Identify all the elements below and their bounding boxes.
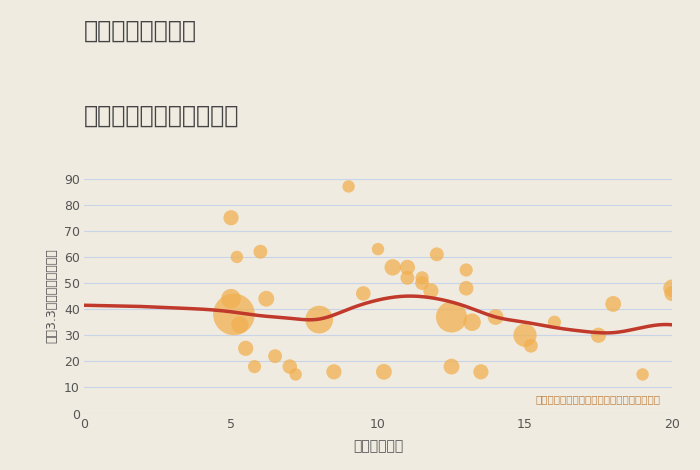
Point [378,368,389,376]
Point [372,245,384,253]
Point [240,345,251,352]
Point [525,342,536,350]
Point [549,319,560,326]
Point [225,214,237,221]
Point [228,311,239,318]
Point [284,363,295,370]
Point [466,319,477,326]
Point [593,331,604,339]
Point [475,368,486,376]
Point [461,266,472,274]
Text: 駅距離別中古戸建て価格: 駅距離別中古戸建て価格 [84,103,239,127]
Point [666,284,678,292]
Point [343,183,354,190]
Point [666,290,678,297]
Point [490,313,501,321]
Point [402,264,413,271]
Point [270,352,281,360]
Point [260,295,272,303]
Point [290,371,301,378]
Point [446,363,457,370]
Point [608,300,619,308]
Text: 円の大きさは、取引のあった物件面積を示す: 円の大きさは、取引のあった物件面積を示す [536,394,660,404]
Y-axis label: 坪（3.3㎡）単価（万円）: 坪（3.3㎡）単価（万円） [46,249,58,344]
Point [387,264,398,271]
Point [426,287,437,295]
Point [637,371,648,378]
Point [446,313,457,321]
Point [431,251,442,258]
Point [358,290,369,297]
Text: 埼玉県羽生市南の: 埼玉県羽生市南の [84,19,197,43]
Point [314,316,325,323]
Point [416,274,428,282]
Point [231,253,242,261]
Point [402,274,413,282]
Point [461,284,472,292]
Point [519,331,531,339]
Point [249,363,260,370]
Point [255,248,266,256]
Point [328,368,339,376]
Point [234,321,246,329]
Point [225,295,237,303]
Point [416,279,428,287]
X-axis label: 駅距離（分）: 駅距離（分） [353,439,403,453]
